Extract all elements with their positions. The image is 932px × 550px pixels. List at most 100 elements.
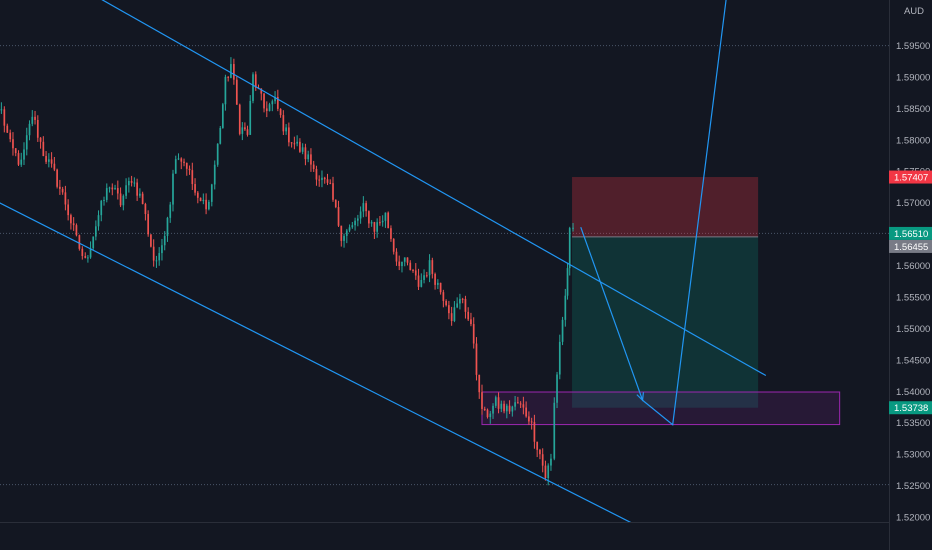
candle[interactable] xyxy=(53,163,56,170)
candle[interactable] xyxy=(202,199,205,202)
candle[interactable] xyxy=(158,253,161,261)
candle[interactable] xyxy=(370,222,373,224)
candle[interactable] xyxy=(224,76,227,105)
price-axis[interactable]: AUD xyxy=(889,0,932,550)
candle[interactable] xyxy=(332,183,334,200)
candle[interactable] xyxy=(125,185,127,196)
candle[interactable] xyxy=(185,162,188,169)
candle[interactable] xyxy=(208,201,210,210)
channel-upper-trendline[interactable] xyxy=(58,0,767,377)
candle[interactable] xyxy=(390,228,392,239)
candle[interactable] xyxy=(17,153,20,165)
candle[interactable] xyxy=(285,127,287,132)
candle[interactable] xyxy=(494,397,497,406)
candle[interactable] xyxy=(340,225,343,241)
candle[interactable] xyxy=(517,402,519,404)
candle[interactable] xyxy=(425,275,428,277)
candle[interactable] xyxy=(536,441,539,450)
candle[interactable] xyxy=(161,245,163,254)
candle[interactable] xyxy=(450,313,453,322)
candle[interactable] xyxy=(183,161,185,163)
candle[interactable] xyxy=(381,220,384,223)
candle[interactable] xyxy=(219,127,222,144)
candle[interactable] xyxy=(547,465,550,478)
candle[interactable] xyxy=(561,319,564,342)
candle[interactable] xyxy=(544,465,547,478)
candle[interactable] xyxy=(252,74,254,101)
candle[interactable] xyxy=(34,116,36,120)
candle[interactable] xyxy=(310,154,312,165)
candle[interactable] xyxy=(42,141,45,157)
candle[interactable] xyxy=(3,109,6,126)
candle[interactable] xyxy=(566,268,569,296)
candle[interactable] xyxy=(213,164,216,185)
candle[interactable] xyxy=(401,261,403,267)
candle[interactable] xyxy=(233,64,235,80)
candle[interactable] xyxy=(166,217,169,236)
candle[interactable] xyxy=(216,143,219,165)
candle[interactable] xyxy=(36,119,39,138)
candle[interactable] xyxy=(445,300,447,306)
candle[interactable] xyxy=(260,88,263,94)
candle[interactable] xyxy=(6,125,9,133)
candle[interactable] xyxy=(114,188,116,190)
candle[interactable] xyxy=(530,421,533,423)
candle[interactable] xyxy=(345,230,348,236)
candle[interactable] xyxy=(180,158,183,162)
candle[interactable] xyxy=(489,413,492,418)
candle[interactable] xyxy=(28,123,31,136)
candle[interactable] xyxy=(486,409,489,418)
candle[interactable] xyxy=(351,225,354,228)
candle[interactable] xyxy=(296,141,298,144)
candle[interactable] xyxy=(406,257,409,263)
candle[interactable] xyxy=(376,222,379,232)
candle[interactable] xyxy=(254,74,257,88)
candle[interactable] xyxy=(31,116,34,124)
candle[interactable] xyxy=(172,173,174,205)
candle[interactable] xyxy=(147,214,150,235)
candle[interactable] xyxy=(59,186,61,189)
candle[interactable] xyxy=(282,115,285,132)
candle[interactable] xyxy=(221,104,224,128)
candle[interactable] xyxy=(72,223,75,226)
candle[interactable] xyxy=(373,222,376,232)
candle[interactable] xyxy=(81,248,84,257)
candle[interactable] xyxy=(539,449,541,455)
candle[interactable] xyxy=(188,168,191,171)
candle[interactable] xyxy=(133,182,136,184)
candle[interactable] xyxy=(467,311,470,320)
candle[interactable] xyxy=(78,235,81,249)
time-axis[interactable] xyxy=(0,522,889,550)
candle[interactable] xyxy=(265,108,268,112)
candle[interactable] xyxy=(288,127,290,143)
candle[interactable] xyxy=(67,204,70,216)
candle[interactable] xyxy=(481,392,483,409)
channel-lower-trendline[interactable] xyxy=(0,202,645,522)
candle[interactable] xyxy=(268,104,271,112)
candle[interactable] xyxy=(412,269,414,271)
candle[interactable] xyxy=(122,195,125,206)
candle[interactable] xyxy=(47,159,50,162)
candle[interactable] xyxy=(20,159,23,165)
forecast-path[interactable] xyxy=(580,0,728,426)
candle[interactable] xyxy=(45,156,47,162)
candle[interactable] xyxy=(97,215,100,227)
candle[interactable] xyxy=(103,199,105,201)
chart-plot-area[interactable] xyxy=(0,0,889,522)
candle[interactable] xyxy=(75,225,78,236)
candle[interactable] xyxy=(301,147,304,152)
candle[interactable] xyxy=(150,234,152,247)
candle[interactable] xyxy=(241,127,244,134)
candle[interactable] xyxy=(472,324,475,344)
candle[interactable] xyxy=(127,180,130,186)
candle[interactable] xyxy=(500,403,503,409)
support-zone-rectangle[interactable] xyxy=(481,391,841,426)
candle[interactable] xyxy=(409,262,412,270)
candle[interactable] xyxy=(387,212,390,229)
candle[interactable] xyxy=(199,197,202,202)
candle[interactable] xyxy=(139,193,141,196)
candle[interactable] xyxy=(56,169,58,187)
candle[interactable] xyxy=(541,454,544,466)
candle[interactable] xyxy=(514,402,516,407)
candle[interactable] xyxy=(459,298,461,304)
